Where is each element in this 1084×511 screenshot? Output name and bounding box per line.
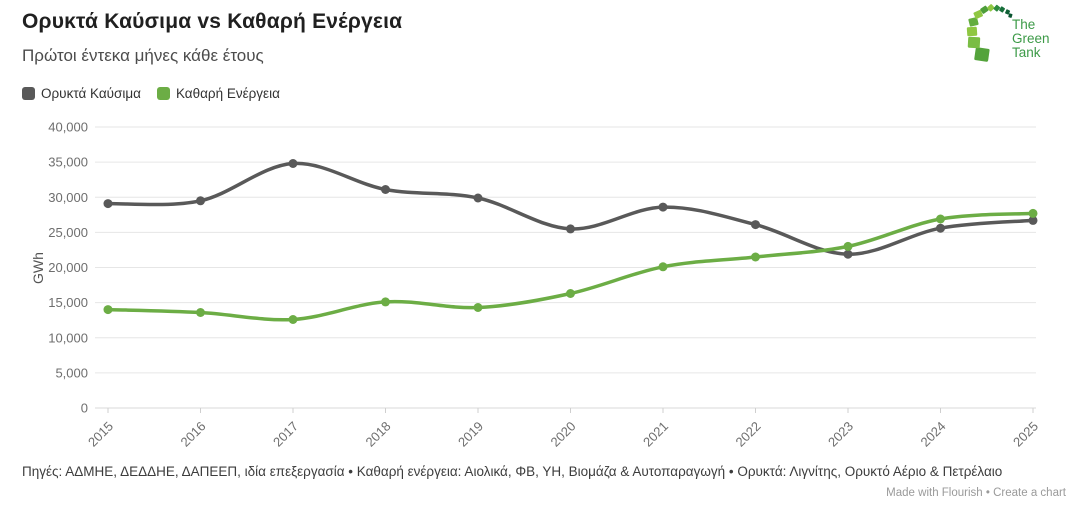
y-tick-label: 20,000 [48,260,88,275]
y-tick-label: 30,000 [48,190,88,205]
y-tick-label: 10,000 [48,330,88,345]
y-tick-label: 35,000 [48,155,88,170]
x-tick-label: 2022 [733,419,764,450]
sources-note: Πηγές: ΑΔΜΗΕ, ΔΕΔΔΗΕ, ΔΑΠΕΕΠ, ιδία επεξε… [22,464,1003,479]
data-point [288,159,298,168]
series-line-0 [106,161,1035,256]
flourish-credit: Made with Flourish • Create a chart [886,487,1066,499]
data-point [473,303,483,312]
data-point [1028,215,1038,225]
page-subtitle: Πρώτοι έντεκα μήνες κάθε έτους [22,46,264,65]
data-point [1028,208,1038,218]
green-tank-logo-swoosh [966,4,1013,62]
series-1 [103,208,1038,324]
create-a-chart-link[interactable]: Create a chart [993,487,1066,499]
y-tick-label: 5,000 [55,365,88,380]
x-tick-label: 2024 [918,419,949,450]
legend-label-1: Καθαρή Ενέργεια [175,86,280,101]
x-tick-label: 2015 [85,419,116,450]
data-point [103,199,113,209]
data-point [843,249,853,259]
legend-swatch-1 [156,87,170,100]
page-title: Ορυκτά Καύσιμα vs Καθαρή Ενέργεια [22,10,403,33]
data-point [103,305,113,315]
legend-item-0: Ορυκτά Καύσιμα [22,86,141,101]
x-tick-label: 2021 [640,419,671,450]
data-point [843,241,853,251]
y-tick-label: 25,000 [48,225,88,240]
made-with-flourish-link[interactable]: Made with Flourish [886,487,983,499]
data-point [196,308,205,317]
x-tick-label: 2017 [270,419,301,450]
data-point [936,214,945,224]
x-tick-label: 2020 [548,419,579,450]
data-point [566,224,575,234]
green-tank-logo-text: The Green Tank [1012,17,1052,60]
x-tick-label: 2018 [363,419,394,450]
green-tank-logo: The Green Tank [966,4,1052,62]
data-point [751,252,760,262]
y-tick-label: 15,000 [48,295,88,310]
data-point [751,220,760,230]
data-point [288,315,298,324]
credit-separator: • [985,487,990,499]
data-point [658,202,668,212]
series-0 [103,159,1038,259]
y-axis-title: GWh [30,252,46,284]
data-point [473,193,483,203]
x-tick-label: 2019 [455,419,486,450]
x-axis: 2015 2016 2017 2018 2019 2020 2021 2022 2023 2024… [85,408,1041,450]
data-point [658,262,668,272]
data-point [381,185,390,194]
y-tick-label: 0 [81,401,88,416]
x-tick-label: 2023 [825,419,856,450]
legend-label-0: Ορυκτά Καύσιμα [41,86,141,101]
legend: Ορυκτά Καύσιμα Καθαρή Ενέργεια [22,86,280,101]
data-point [936,223,945,233]
data-point [381,297,390,307]
legend-swatch-0 [22,87,35,100]
y-tick-label: 40,000 [48,120,88,135]
y-axis: 0 5,000 10,000 15,000 20,000 25,000 30,000 35,0… [48,120,1036,416]
x-tick-label: 2025 [1010,419,1041,450]
legend-item-1: Καθαρή Ενέργεια [156,86,280,101]
x-tick-label: 2016 [178,419,209,450]
data-point [196,196,205,206]
data-point [566,289,575,298]
